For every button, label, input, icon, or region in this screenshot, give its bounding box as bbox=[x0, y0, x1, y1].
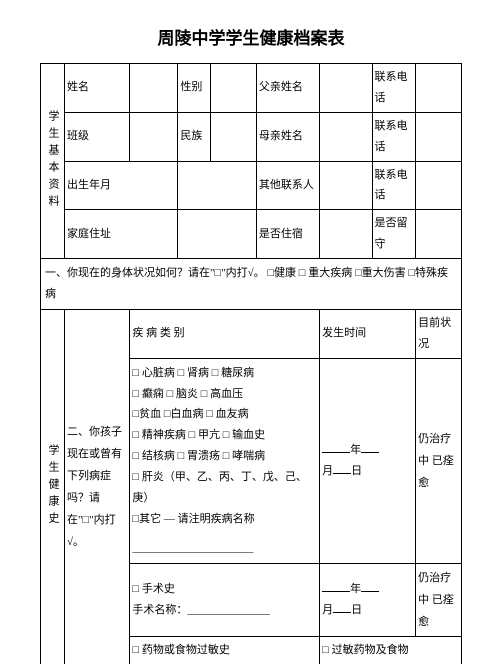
header-disease-type: 疾 病 类 别 bbox=[130, 309, 320, 358]
surgery-status[interactable]: 仍治疗中 已痊愈 bbox=[416, 563, 462, 636]
cell-father[interactable] bbox=[320, 64, 372, 113]
cell-class[interactable] bbox=[130, 112, 178, 161]
label-other-contact: 其他联系人 bbox=[256, 161, 319, 210]
label-ethnic: 民族 bbox=[178, 112, 211, 161]
cell-dob[interactable] bbox=[178, 161, 257, 210]
label-gender: 性别 bbox=[178, 64, 211, 113]
question-1[interactable]: 一、你现在的身体状况如何？请在"□"内打√。 □健康 □ 重大疾病 □重大伤害 … bbox=[41, 259, 462, 310]
label-class: 班级 bbox=[64, 112, 129, 161]
cell-tel1[interactable] bbox=[416, 64, 462, 113]
cell-tel2[interactable] bbox=[416, 112, 462, 161]
label-tel1: 联系电话 bbox=[372, 64, 416, 113]
label-father: 父亲姓名 bbox=[256, 64, 319, 113]
disease-date[interactable]: 年 月日 bbox=[320, 358, 416, 563]
cell-mother[interactable] bbox=[320, 112, 372, 161]
cell-name[interactable] bbox=[130, 64, 178, 113]
label-name: 姓名 bbox=[64, 64, 129, 113]
disease-status[interactable]: 仍治疗中 已痊愈 bbox=[416, 358, 462, 563]
header-time: 发生时间 bbox=[320, 309, 416, 358]
cell-tel3[interactable] bbox=[416, 161, 462, 210]
cell-addr[interactable] bbox=[178, 210, 257, 259]
label-dob: 出生年月 bbox=[64, 161, 177, 210]
surgery-cell[interactable]: □ 手术史 手术名称：_______________ bbox=[130, 563, 320, 636]
label-mother: 母亲姓名 bbox=[256, 112, 319, 161]
label-boarding: 是否住宿 bbox=[256, 210, 319, 259]
section-basic-label: 学生基本资料 bbox=[41, 64, 65, 259]
disease-other-line[interactable]: ______________________ bbox=[130, 534, 320, 563]
label-tel3: 联系电话 bbox=[372, 161, 416, 210]
allergy-right[interactable]: □ 过敏药物及食物 bbox=[320, 636, 462, 663]
page-title: 周陵中学学生健康档案表 bbox=[40, 24, 462, 49]
disease-list[interactable]: □ 心脏病 □ 肾病 □ 糖尿病 □ 癫痫 □ 脑炎 □ 高血压 □贫血 □白血… bbox=[130, 358, 320, 534]
surgery-date[interactable]: 年 月日 bbox=[320, 563, 416, 636]
cell-other-contact[interactable] bbox=[320, 161, 372, 210]
header-status: 目前状况 bbox=[416, 309, 462, 358]
cell-ethnic[interactable] bbox=[211, 112, 257, 161]
cell-gender[interactable] bbox=[211, 64, 257, 113]
health-form-table: 学生基本资料 姓名 性别 父亲姓名 联系电话 班级 民族 母亲姓名 联系电话 出… bbox=[40, 63, 462, 664]
allergy-left[interactable]: □ 药物或食物过敏史 bbox=[130, 636, 320, 663]
question-2-label: 二、你孩子现在或曾有下列病症吗？请在"□"内打√。 bbox=[64, 309, 129, 663]
label-tel2: 联系电话 bbox=[372, 112, 416, 161]
section-health-label: 学生健康史 bbox=[41, 309, 65, 663]
label-stay: 是否留守 bbox=[372, 210, 416, 259]
cell-boarding[interactable] bbox=[320, 210, 372, 259]
cell-stay[interactable] bbox=[416, 210, 462, 259]
label-addr: 家庭住址 bbox=[64, 210, 177, 259]
